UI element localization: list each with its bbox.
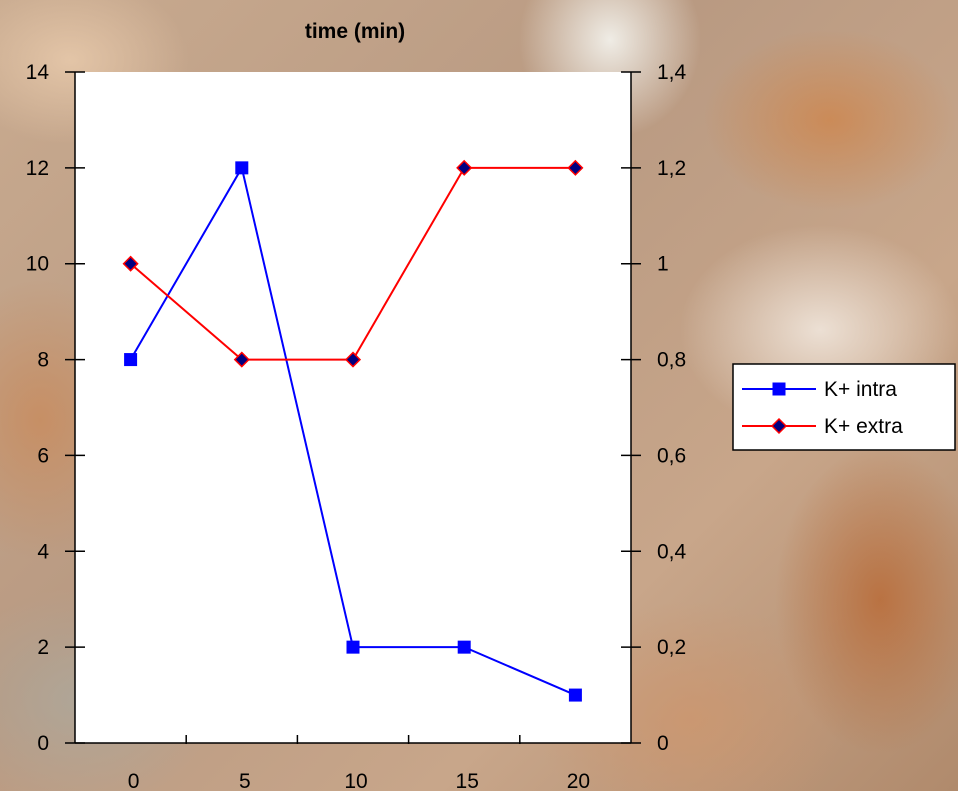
right-y-tick-label: 0,4: [657, 540, 687, 563]
x-tick-label: 0: [128, 770, 140, 791]
x-tick-label: 20: [567, 770, 590, 791]
right-y-tick-label: 0,6: [657, 444, 686, 467]
data-point: [344, 351, 362, 368]
right-y-tick-label: 0: [657, 732, 669, 755]
chart-title: time (min): [305, 20, 405, 43]
legend-label: K+ intra: [824, 378, 897, 401]
left-y-tick-label: 4: [37, 540, 49, 563]
data-point: [124, 353, 138, 367]
data-point: [568, 688, 582, 702]
left-y-tick-label: 6: [37, 444, 49, 467]
data-point: [346, 640, 360, 654]
axes: 0 2 4 6 8 10 12 14 0 0,2 0,4 0,6 0,8 1 1,2 1,4 0 5 10 15 20: [26, 61, 687, 791]
data-point: [567, 159, 584, 176]
left-y-tick-label: 2: [37, 636, 49, 659]
series-k-extra: [122, 159, 584, 368]
data-point: [235, 161, 249, 175]
legend-label: K+ extra: [824, 415, 903, 438]
right-y-tick-label: 1: [657, 253, 669, 276]
legend: K+ intra K+ extra: [732, 363, 956, 451]
left-y-tick-label: 14: [26, 61, 50, 84]
x-tick-label: 15: [456, 770, 479, 791]
left-y-tick-label: 10: [26, 253, 49, 276]
left-y-tick-label: 0: [37, 732, 49, 755]
data-point: [457, 640, 471, 654]
legend-marker: [770, 417, 788, 435]
data-point: [122, 255, 139, 272]
plot-area: [75, 72, 631, 743]
right-y-tick-label: 1,4: [657, 61, 687, 84]
data-point: [233, 351, 250, 368]
x-tick-label: 10: [344, 770, 367, 791]
left-y-tick-label: 8: [37, 349, 49, 372]
x-tick-label: 5: [239, 770, 251, 791]
right-y-tick-label: 0,8: [657, 349, 686, 372]
legend-box: [732, 363, 956, 451]
left-y-tick-label: 12: [26, 157, 49, 180]
right-y-tick-label: 1,2: [657, 157, 686, 180]
series-k-intra: [124, 161, 582, 702]
data-point: [456, 159, 473, 176]
right-y-tick-label: 0,2: [657, 636, 686, 659]
legend-marker: [772, 382, 786, 396]
series-layer: [122, 159, 584, 702]
